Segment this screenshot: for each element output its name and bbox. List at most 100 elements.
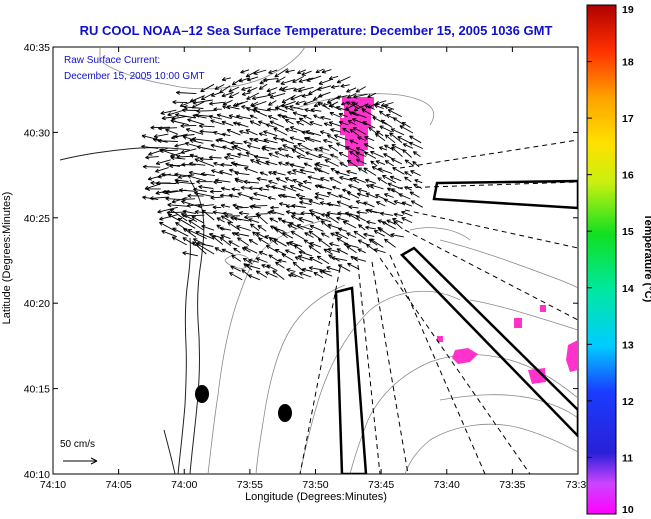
current-vector <box>221 120 234 127</box>
current-vector <box>306 136 322 143</box>
current-vector <box>220 215 234 224</box>
current-vector <box>222 211 233 216</box>
current-vector <box>256 214 268 225</box>
current-vector <box>259 78 270 85</box>
current-vector <box>249 196 261 201</box>
current-vector <box>226 152 241 158</box>
current-vector <box>326 202 341 207</box>
current-vector <box>267 92 276 97</box>
current-vector <box>249 120 261 127</box>
current-vector <box>330 167 340 174</box>
sector-box-3 <box>399 246 578 438</box>
current-vector <box>253 154 269 160</box>
current-vector <box>212 205 222 210</box>
current-vector <box>273 238 287 247</box>
current-vector <box>268 100 277 106</box>
current-vector <box>275 177 287 183</box>
current-vector <box>236 122 249 128</box>
current-vector <box>308 199 321 205</box>
current-vector <box>345 146 358 153</box>
current-vector <box>349 139 359 145</box>
current-vector <box>310 108 322 113</box>
current-vector <box>229 272 243 281</box>
current-vector <box>295 193 306 198</box>
colorbar <box>586 4 617 515</box>
current-vector <box>192 99 213 105</box>
current-vector <box>182 251 198 257</box>
current-vector <box>180 213 198 222</box>
current-vector <box>357 167 368 174</box>
current-vector <box>384 238 396 248</box>
current-vector <box>380 119 393 128</box>
current-vector <box>353 230 366 240</box>
current-vector <box>319 201 333 206</box>
current-vector <box>320 115 331 121</box>
current-vector <box>175 90 197 95</box>
colorbar-tick-label: 17 <box>622 113 634 125</box>
current-vector <box>308 209 323 215</box>
current-vector <box>227 221 241 231</box>
current-vector <box>265 160 278 166</box>
current-vector <box>378 110 387 117</box>
current-vector <box>250 159 262 166</box>
current-vector <box>302 114 312 120</box>
current-vector <box>266 87 278 93</box>
current-vector <box>346 159 359 168</box>
current-vector <box>249 223 260 231</box>
current-vector <box>329 153 339 158</box>
current-vector <box>393 200 405 206</box>
current-vector <box>308 230 322 240</box>
current-vector <box>192 238 206 246</box>
current-vector <box>379 211 394 216</box>
current-vector <box>165 128 178 135</box>
colorbar-label: Temperature (°C) <box>642 214 651 303</box>
current-vector <box>295 100 306 106</box>
current-vector <box>355 200 366 205</box>
current-vector <box>352 176 366 184</box>
current-vector <box>183 227 197 238</box>
current-vector <box>318 154 332 160</box>
current-vector <box>318 146 330 151</box>
current-vector <box>185 128 204 135</box>
current-vector <box>228 86 240 93</box>
current-vector <box>391 146 403 157</box>
current-vector <box>196 179 213 184</box>
current-vector <box>172 227 189 237</box>
current-vector <box>351 101 366 111</box>
current-vector <box>384 134 396 144</box>
current-vector <box>160 109 177 115</box>
current-vector <box>329 242 340 247</box>
current-vector <box>338 112 348 118</box>
current-vector <box>316 85 332 91</box>
current-vector <box>258 251 268 256</box>
current-vector <box>363 151 377 159</box>
current-vector <box>390 128 405 136</box>
current-vector <box>198 123 215 129</box>
current-vector <box>338 194 351 201</box>
current-vector <box>277 258 287 263</box>
current-vector <box>153 133 169 139</box>
current-vector <box>231 254 242 262</box>
current-vector <box>336 76 351 84</box>
current-vector <box>258 237 269 245</box>
current-vector <box>252 109 268 117</box>
current-vector <box>237 152 250 157</box>
current-vector <box>198 184 214 190</box>
current-vector <box>277 113 288 118</box>
current-vector <box>258 132 268 137</box>
current-vector <box>315 216 332 223</box>
current-vector <box>316 168 330 175</box>
current-vector <box>224 213 241 219</box>
current-vector <box>243 140 252 145</box>
current-vector <box>247 274 260 281</box>
current-vector <box>355 158 367 165</box>
sst-patch-se-3 <box>437 336 443 342</box>
y-tick-label: 40:20 <box>24 298 50 310</box>
current-vector <box>298 250 313 257</box>
current-vector <box>399 125 414 134</box>
current-vector <box>371 166 384 173</box>
colorbar-tick-label: 18 <box>622 57 634 69</box>
x-tick-label: 73:35 <box>499 479 525 491</box>
current-vector <box>231 78 242 86</box>
current-vector <box>199 129 215 134</box>
